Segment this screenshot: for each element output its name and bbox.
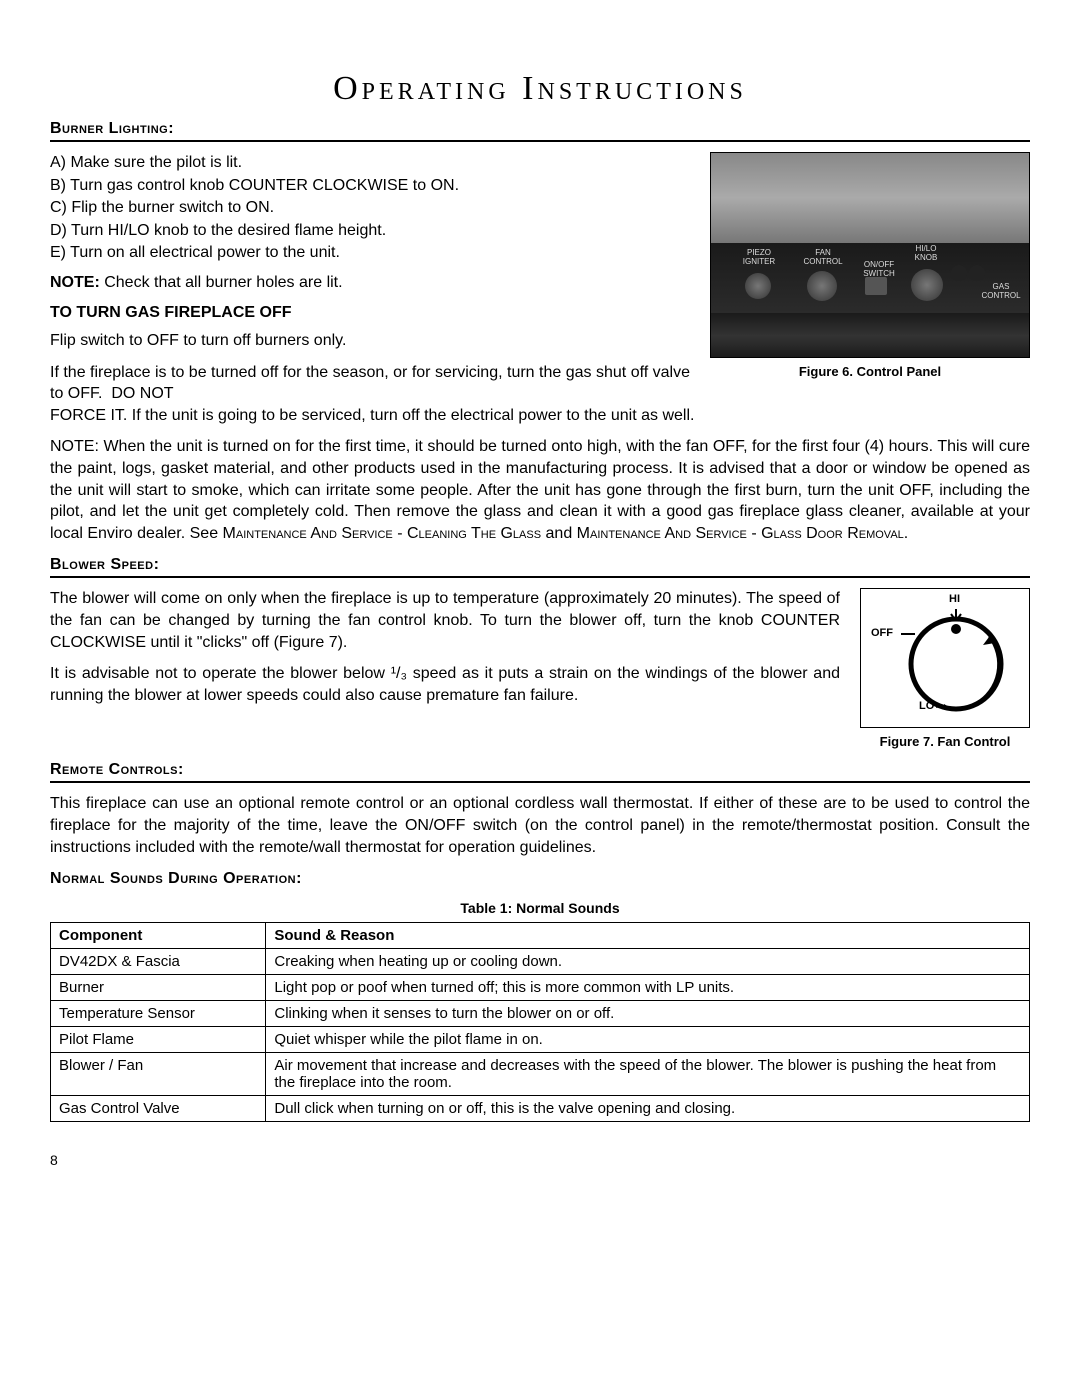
remote-p: This fireplace can use an optional remot… [50, 793, 1030, 858]
cell-component: Gas Control Valve [51, 1096, 266, 1122]
note2-sc1: Maintenance And Service - Cleaning The G… [223, 525, 542, 542]
gas-knob2-icon [969, 265, 985, 281]
hilo-knob-icon [911, 269, 943, 301]
fan-knob-icon [807, 271, 837, 301]
page-title: Operating Instructions [50, 70, 1030, 108]
table-row: DV42DX & FasciaCreaking when heating up … [51, 949, 1030, 975]
table-row: Blower / FanAir movement that increase a… [51, 1053, 1030, 1096]
cell-component: Temperature Sensor [51, 1001, 266, 1027]
cell-sound: Creaking when heating up or cooling down… [266, 949, 1030, 975]
fan-off-label: OFF [871, 627, 893, 639]
page-number: 8 [50, 1152, 1030, 1168]
step-d: D) Turn HI/LO knob to the desired flame … [50, 220, 690, 242]
label-fan: FAN CONTROL [803, 249, 843, 267]
burner-note: NOTE: Check that all burner holes are li… [50, 274, 690, 292]
label-hilo: HI/LO KNOB [909, 245, 943, 263]
figure-6: PIEZO IGNITER FAN CONTROL ON/OFF SWITCH … [710, 152, 1030, 415]
table-row: Pilot FlameQuiet whisper while the pilot… [51, 1027, 1030, 1053]
table-caption: Table 1: Normal Sounds [50, 900, 1030, 916]
figure-7: HI OFF LO Figure 7. Fan Control [860, 588, 1030, 749]
cell-component: Blower / Fan [51, 1053, 266, 1096]
step-b: B) Turn gas control knob COUNTER CLOCKWI… [50, 175, 690, 197]
switch-icon [865, 277, 887, 295]
burner-note2: NOTE: When the unit is turned on for the… [50, 436, 1030, 544]
cell-sound: Dull click when turning on or off, this … [266, 1096, 1030, 1122]
note2-sc2: Maintenance And Service - Glass Door Rem… [577, 525, 904, 542]
col-component: Component [51, 923, 266, 949]
heading-burner-lighting: Burner Lighting: [50, 120, 1030, 142]
blower-p1: The blower will come on only when the fi… [50, 588, 840, 653]
gas-knob-icon [951, 265, 967, 281]
figure7-caption: Figure 7. Fan Control [860, 734, 1030, 749]
note-label: NOTE: [50, 274, 100, 291]
table-row: BurnerLight pop or poof when turned off;… [51, 975, 1030, 1001]
table-row: Gas Control ValveDull click when turning… [51, 1096, 1030, 1122]
control-panel-photo: PIEZO IGNITER FAN CONTROL ON/OFF SWITCH … [710, 152, 1030, 358]
note-text: Check that all burner holes are lit. [100, 274, 343, 291]
cell-sound: Quiet whisper while the pilot flame in o… [266, 1027, 1030, 1053]
step-e: E) Turn on all electrical power to the u… [50, 242, 690, 264]
off-p2-partial: If the fireplace is to be turned off for… [50, 362, 690, 405]
step-c: C) Flip the burner switch to ON. [50, 197, 690, 219]
fan-control-diagram: HI OFF LO [860, 588, 1030, 728]
label-switch: ON/OFF SWITCH [859, 261, 899, 279]
cell-sound: Clinking when it senses to turn the blow… [266, 1001, 1030, 1027]
table-row: Temperature SensorClinking when it sense… [51, 1001, 1030, 1027]
label-piezo: PIEZO IGNITER [739, 249, 779, 267]
figure6-caption: Figure 6. Control Panel [710, 364, 1030, 379]
piezo-knob-icon [745, 273, 771, 299]
normal-sounds-table: Table 1: Normal Sounds Component Sound &… [50, 900, 1030, 1122]
cell-component: DV42DX & Fascia [51, 949, 266, 975]
note2-end: . [904, 525, 908, 542]
cell-component: Pilot Flame [51, 1027, 266, 1053]
label-gas: GAS CONTROL [979, 283, 1023, 301]
off-p1: Flip switch to OFF to turn off burners o… [50, 330, 690, 352]
blower-p2a: It is advisable not to operate the blowe… [50, 665, 391, 682]
table-header-row: Component Sound & Reason [51, 923, 1030, 949]
blower-frac: ¹/₃ [391, 665, 407, 682]
step-a: A) Make sure the pilot is lit. [50, 152, 690, 174]
cell-sound: Light pop or poof when turned off; this … [266, 975, 1030, 1001]
cell-component: Burner [51, 975, 266, 1001]
fan-lo-label: LO [919, 700, 934, 712]
col-sound-reason: Sound & Reason [266, 923, 1030, 949]
fan-hi-label: HI [949, 593, 960, 605]
heading-turn-off: TO TURN GAS FIREPLACE OFF [50, 304, 690, 322]
heading-blower-speed: Blower Speed: [50, 556, 1030, 578]
note2-label: NOTE: [50, 438, 99, 455]
blower-p2: It is advisable not to operate the blowe… [50, 663, 840, 706]
note2-mid: and [541, 525, 577, 542]
cell-sound: Air movement that increase and decreases… [266, 1053, 1030, 1096]
heading-remote-controls: Remote Controls: [50, 761, 1030, 783]
heading-normal-sounds: Normal Sounds During Operation: [50, 870, 1030, 890]
burner-steps: A) Make sure the pilot is lit. B) Turn g… [50, 152, 690, 264]
